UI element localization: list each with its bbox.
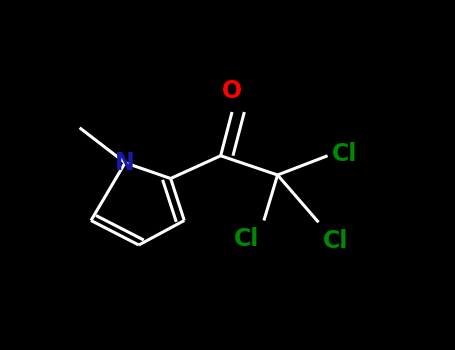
Text: O: O [222,79,242,103]
Text: Cl: Cl [234,228,259,252]
Text: Cl: Cl [323,229,349,253]
Text: Cl: Cl [332,142,358,166]
Text: N: N [115,151,135,175]
